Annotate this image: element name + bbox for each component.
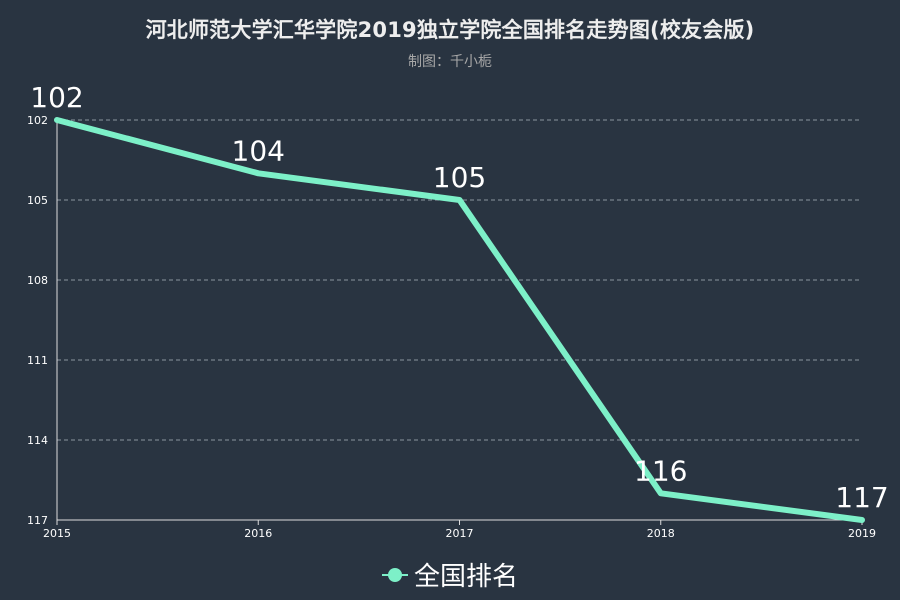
legend-marker-icon bbox=[381, 567, 408, 582]
y-tick-label: 117 bbox=[27, 514, 48, 527]
y-tick-label: 102 bbox=[27, 114, 48, 127]
x-tick-label: 2016 bbox=[244, 527, 272, 540]
y-tick-label: 114 bbox=[27, 434, 48, 447]
legend-label: 全国排名 bbox=[413, 562, 518, 592]
data-label: 116 bbox=[634, 454, 687, 487]
legend[interactable]: 全国排名 bbox=[0, 556, 900, 593]
x-tick-label: 2019 bbox=[848, 527, 876, 540]
series-line[interactable] bbox=[54, 117, 865, 523]
y-tick-label: 105 bbox=[27, 194, 48, 207]
data-labels: 102 104 105 116 117 bbox=[30, 81, 888, 514]
chart-title: 河北师范大学汇华学院2019独立学院全国排名走势图(校友会版) bbox=[145, 18, 755, 42]
y-tick-label: 108 bbox=[27, 274, 48, 287]
x-tick-label: 2018 bbox=[647, 527, 675, 540]
data-label: 105 bbox=[433, 161, 486, 194]
series-layer bbox=[54, 117, 865, 523]
y-tick-label: 111 bbox=[27, 354, 48, 367]
data-label: 117 bbox=[835, 481, 888, 514]
data-label: 102 bbox=[30, 81, 83, 114]
x-tick-label: 2017 bbox=[446, 527, 474, 540]
data-label: 104 bbox=[232, 134, 285, 167]
chart-subtitle: 制图：千小栀 bbox=[408, 54, 492, 70]
x-tick-label: 2015 bbox=[43, 527, 71, 540]
